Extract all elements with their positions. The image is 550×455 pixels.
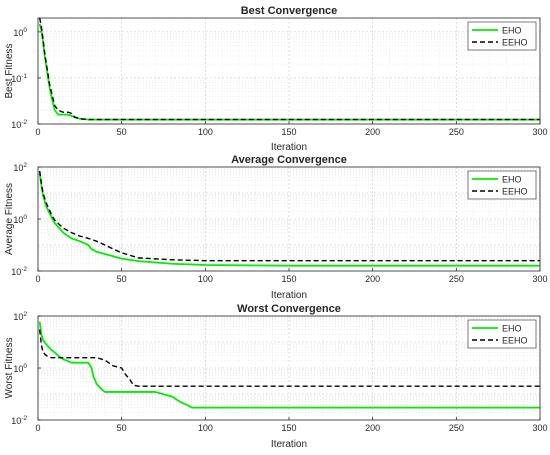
legend-label-eho: EHO: [502, 26, 522, 36]
y-tick-exponent: 0: [23, 27, 27, 34]
legend-box: [467, 319, 537, 349]
y-tick-exponent: 2: [23, 162, 27, 169]
legend-label-eho: EHO: [502, 175, 522, 185]
x-axis-label: Iteration: [271, 142, 307, 153]
x-tick-label: 200: [365, 127, 380, 137]
y-tick-label: 10-1: [11, 73, 27, 84]
x-tick-label: 300: [532, 423, 547, 433]
x-tick-label: 100: [198, 127, 213, 137]
x-axis-label: Iteration: [271, 290, 307, 301]
legend-label-eho: EHO: [502, 324, 522, 334]
y-tick-exponent: 2: [23, 311, 27, 318]
y-tick-exponent: -2: [21, 119, 27, 126]
y-tick-label: 10-2: [11, 119, 27, 130]
y-tick-base: 10: [11, 120, 21, 130]
x-tick-label: 250: [449, 274, 464, 284]
x-tick-label: 0: [35, 274, 40, 284]
x-tick-label: 200: [365, 423, 380, 433]
legend: EHO EEHO: [467, 170, 537, 200]
legend-box: [467, 21, 537, 51]
y-tick-label: 100: [13, 363, 27, 374]
y-axis-label: Average Fitness: [4, 183, 15, 255]
chart-title: Average Convergence: [231, 154, 347, 166]
x-tick-label: 0: [35, 127, 40, 137]
y-tick-exponent: -2: [21, 415, 27, 422]
x-tick-label: 200: [365, 274, 380, 284]
y-tick-base: 10: [11, 267, 21, 277]
y-tick-base: 10: [13, 163, 23, 173]
y-tick-base: 10: [13, 312, 23, 322]
x-tick-label: 300: [532, 127, 547, 137]
legend: EHO EEHO: [467, 21, 537, 51]
y-tick-label: 100: [13, 214, 27, 225]
chart-title: Worst Convergence: [237, 303, 341, 315]
x-axis-label: Iteration: [271, 439, 307, 450]
y-tick-base: 10: [13, 364, 23, 374]
y-tick-label: 10-2: [11, 415, 27, 426]
y-tick-label: 10-2: [11, 266, 27, 277]
y-tick-exponent: -1: [21, 73, 27, 80]
chart-title: Best Convergence: [241, 5, 338, 17]
y-tick-exponent: -2: [21, 266, 27, 273]
x-tick-label: 300: [532, 274, 547, 284]
x-tick-label: 50: [117, 127, 127, 137]
x-tick-label: 50: [117, 274, 127, 284]
x-tick-label: 150: [281, 127, 296, 137]
x-tick-label: 0: [35, 423, 40, 433]
y-tick-exponent: 0: [23, 214, 27, 221]
x-tick-label: 100: [198, 274, 213, 284]
y-axis-label: Worst Fitness: [4, 338, 15, 399]
x-tick-label: 50: [117, 423, 127, 433]
y-tick-base: 10: [13, 215, 23, 225]
series-line-eho: [38, 321, 540, 409]
y-tick-exponent: 0: [23, 363, 27, 370]
x-tick-label: 250: [449, 423, 464, 433]
series-line-eho: [38, 172, 540, 267]
legend-box: [467, 170, 537, 200]
x-tick-label: 250: [449, 127, 464, 137]
y-tick-base: 10: [13, 28, 23, 38]
legend-label-eeho: EEHO: [502, 38, 528, 48]
y-tick-label: 102: [13, 311, 27, 322]
x-tick-label: 100: [198, 423, 213, 433]
x-tick-label: 150: [281, 423, 296, 433]
y-tick-base: 10: [11, 74, 21, 84]
series-line-eeho: [38, 329, 540, 387]
y-tick-label: 102: [13, 162, 27, 173]
y-tick-label: 100: [13, 27, 27, 38]
series-line-eeho: [38, 170, 540, 262]
y-axis-label: Best Fitness: [4, 43, 15, 98]
legend: EHO EEHO: [467, 319, 537, 349]
legend-label-eeho: EEHO: [502, 336, 528, 346]
legend-label-eeho: EEHO: [502, 187, 528, 197]
y-tick-base: 10: [11, 416, 21, 426]
x-tick-label: 150: [281, 274, 296, 284]
